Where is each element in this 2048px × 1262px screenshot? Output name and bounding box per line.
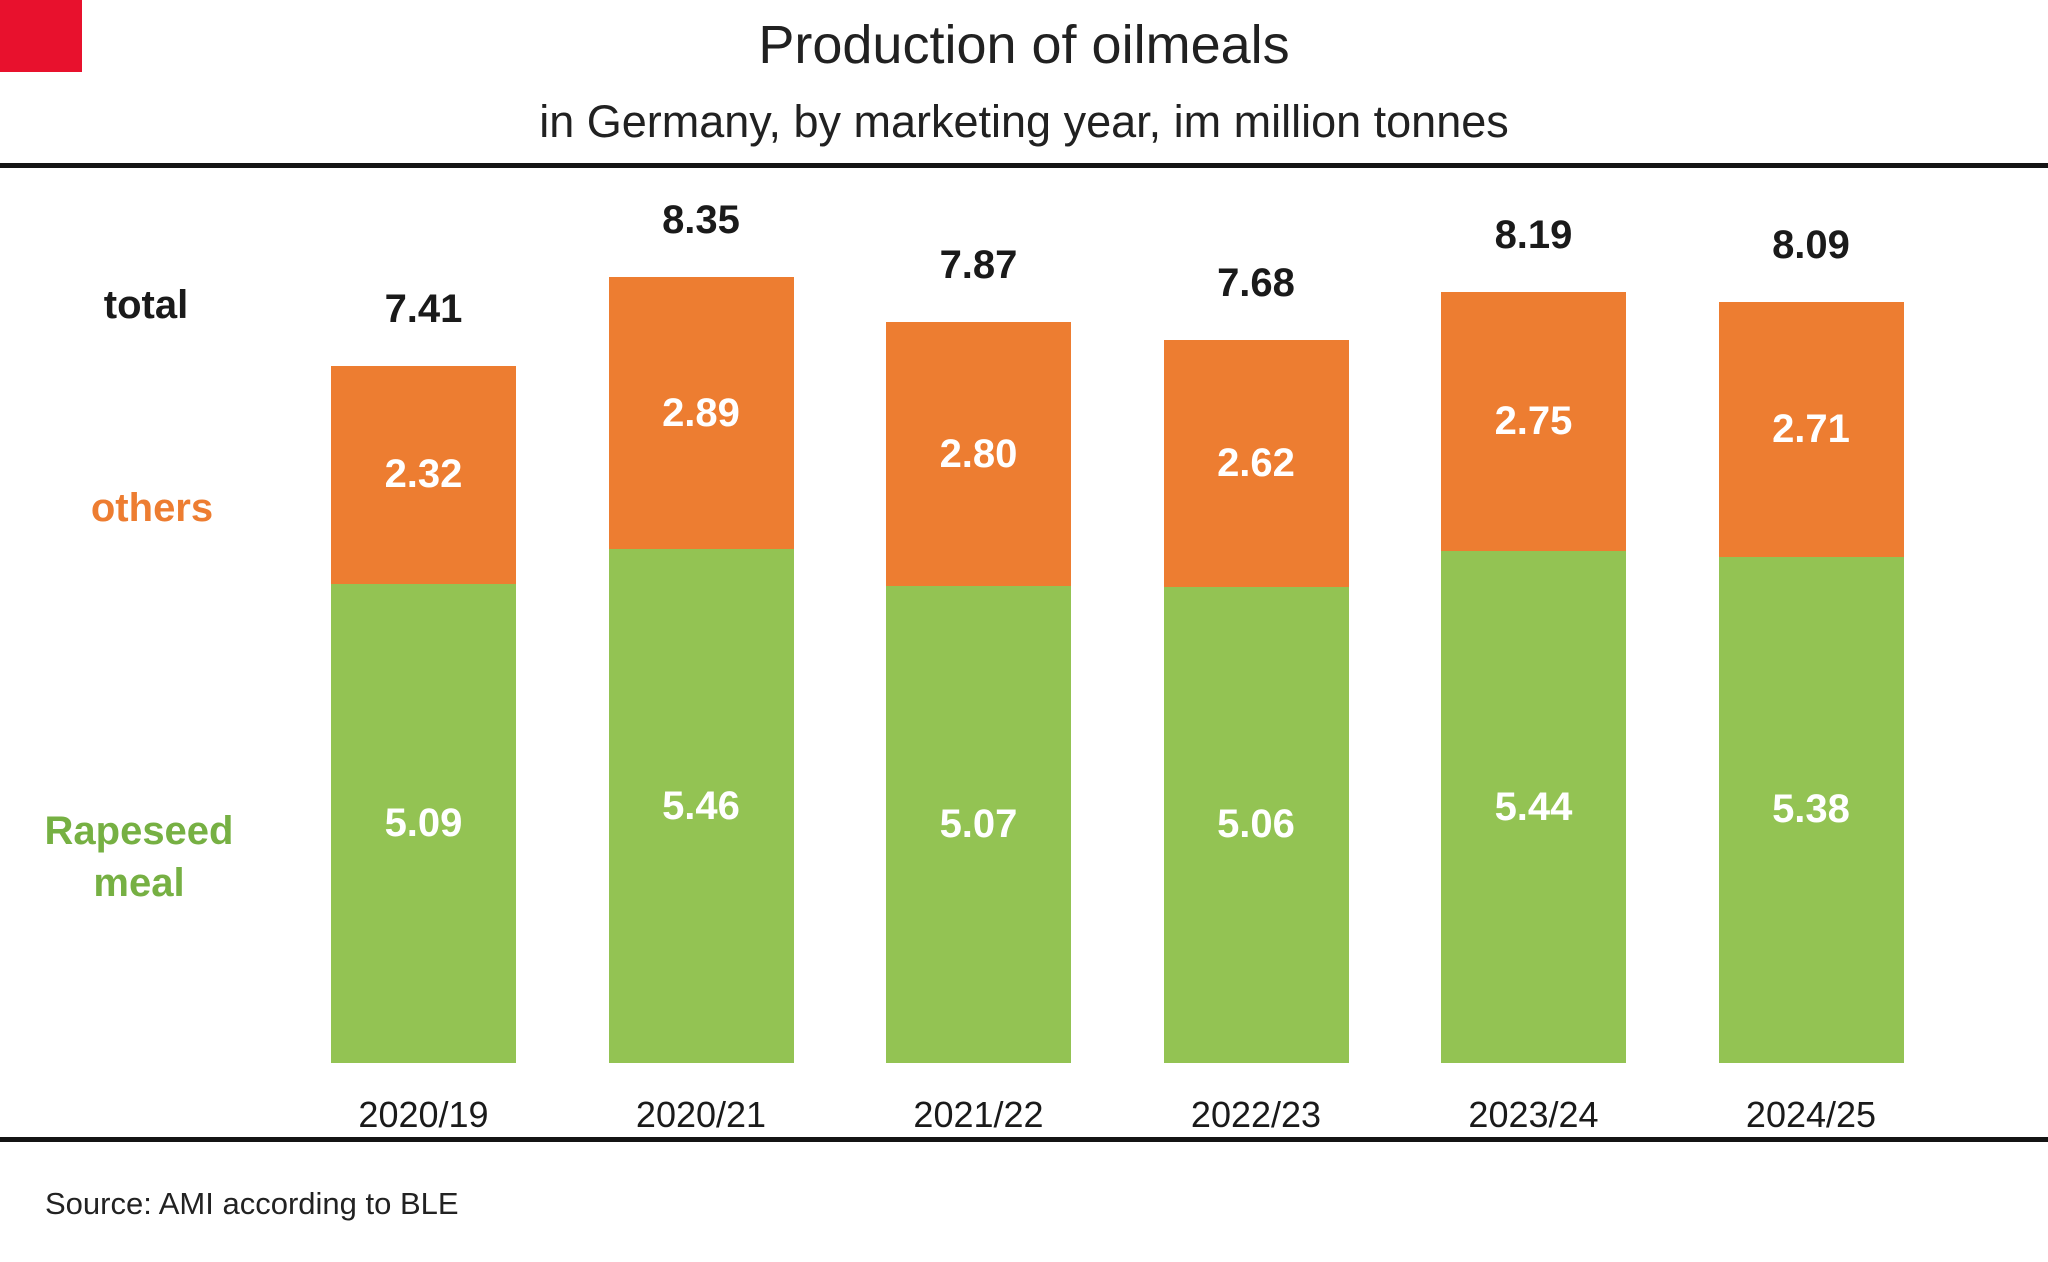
bottom-divider-line xyxy=(0,1137,2048,1142)
others-bar-segment: 2.62 xyxy=(1163,340,1349,587)
others-value-label: 2.89 xyxy=(662,390,740,435)
rapeseed-bar-segment: 5.46 xyxy=(608,549,794,1063)
rapeseed-bar-segment: 5.44 xyxy=(1441,551,1626,1063)
legend-rapeseed-meal-label: Rapeseed meal xyxy=(9,805,269,909)
legend-total-label: total xyxy=(103,283,189,327)
others-bar-segment: 2.71 xyxy=(1718,301,1904,557)
rapeseed-value-label: 5.44 xyxy=(1494,784,1573,829)
rapeseed-bar-segment: 5.38 xyxy=(1718,556,1904,1063)
others-bar-segment: 2.32 xyxy=(331,365,516,585)
source-note: Source: AMI according to BLE xyxy=(45,1186,459,1221)
legend-rapeseed-line2: meal xyxy=(93,861,185,905)
rapeseed-value-label: 5.38 xyxy=(1772,787,1850,832)
total-value-label: 7.68 xyxy=(1217,261,1295,306)
legend-rapeseed-line1: Rapeseed xyxy=(44,809,234,853)
legend-others-label: others xyxy=(90,486,214,530)
category-label: 2023/24 xyxy=(1468,1094,1599,1135)
total-value-label: 8.09 xyxy=(1772,222,1850,267)
rapeseed-value-label: 5.07 xyxy=(939,801,1018,846)
rapeseed-value-label: 5.06 xyxy=(1217,802,1295,847)
rapeseed-bar-segment: 5.06 xyxy=(1163,586,1349,1063)
red-corner-marker xyxy=(0,0,82,72)
chart-title: Production of oilmeals xyxy=(758,15,1290,75)
others-value-label: 2.32 xyxy=(384,452,463,497)
total-value-label: 7.87 xyxy=(939,243,1018,288)
others-value-label: 2.71 xyxy=(1772,406,1850,451)
category-label: 2020/21 xyxy=(635,1094,767,1135)
others-value-label: 2.80 xyxy=(939,431,1018,476)
others-bar-segment: 2.80 xyxy=(886,322,1071,586)
category-label: 2021/22 xyxy=(913,1094,1044,1135)
others-value-label: 2.75 xyxy=(1494,399,1573,444)
top-divider-line xyxy=(0,163,2048,168)
category-label: 2020/19 xyxy=(358,1094,489,1135)
category-label: 2024/25 xyxy=(1745,1094,1877,1135)
others-bar-segment: 2.75 xyxy=(1441,292,1626,552)
chart-subtitle: in Germany, by marketing year, im millio… xyxy=(539,96,1509,147)
total-value-label: 7.41 xyxy=(384,286,463,331)
others-value-label: 2.62 xyxy=(1217,441,1295,486)
rapeseed-value-label: 5.46 xyxy=(662,783,740,828)
rapeseed-bar-segment: 5.09 xyxy=(331,584,516,1063)
rapeseed-value-label: 5.09 xyxy=(384,801,463,845)
total-value-label: 8.35 xyxy=(662,198,740,243)
rapeseed-bar-segment: 5.07 xyxy=(886,585,1071,1063)
total-value-label: 8.19 xyxy=(1494,213,1573,258)
category-label: 2022/23 xyxy=(1190,1094,1322,1135)
others-bar-segment: 2.89 xyxy=(608,277,794,550)
